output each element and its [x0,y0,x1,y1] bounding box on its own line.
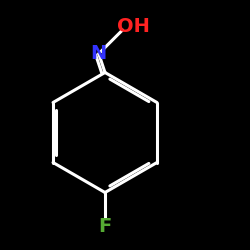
Text: OH: OH [117,17,150,36]
Text: N: N [90,44,107,63]
Text: F: F [98,217,112,236]
